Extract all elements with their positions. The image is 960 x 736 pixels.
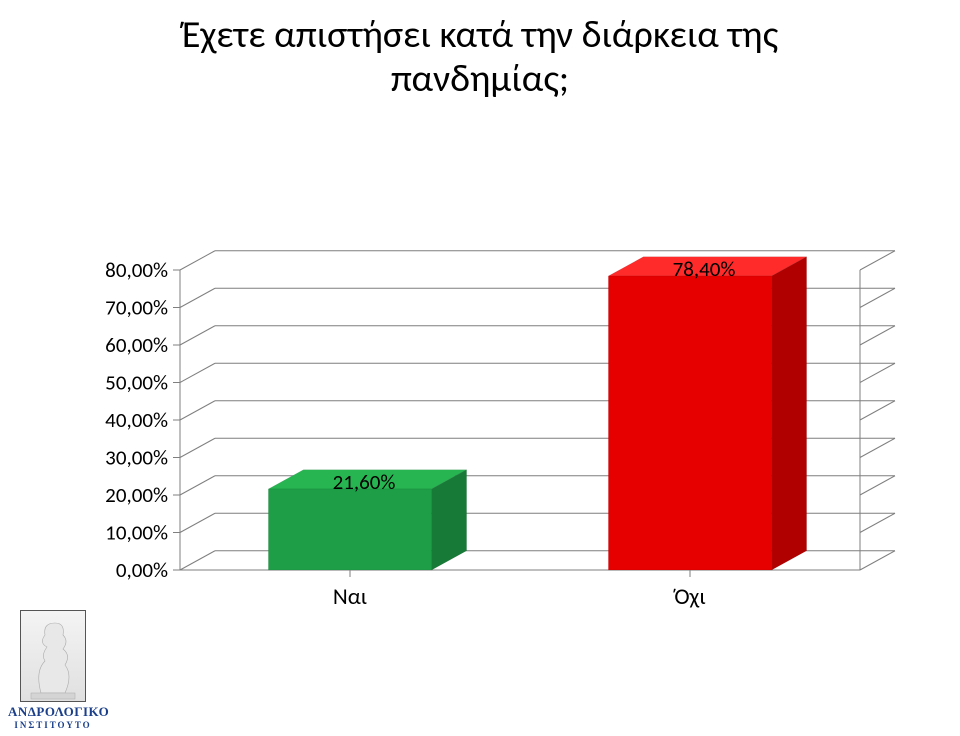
logo: ΑΝΔΡΟΛΟΓΙΚΟ ΙΝΣΤΙΤΟΥΤΟ	[8, 610, 98, 730]
svg-text:0,00%: 0,00%	[116, 557, 168, 583]
svg-text:30,00%: 30,00%	[105, 445, 168, 471]
svg-text:60,00%: 60,00%	[105, 332, 168, 358]
svg-text:50,00%: 50,00%	[105, 370, 168, 396]
chart-svg: 0,00% 10,00% 20,00% 30,00% 40,00% 50,00% 60,00…	[50, 150, 930, 650]
svg-text:78,40%: 78,40%	[673, 256, 736, 282]
svg-text:Όχι: Όχι	[672, 583, 705, 611]
svg-text:20,00%: 20,00%	[105, 482, 168, 508]
chart-title-line2: πανδημίας;	[0, 58, 960, 102]
svg-text:40,00%: 40,00%	[105, 407, 168, 433]
bar-chart-3d: 0,00% 10,00% 20,00% 30,00% 40,00% 50,00% 60,00…	[50, 150, 930, 650]
svg-text:80,00%: 80,00%	[105, 257, 168, 283]
logo-image	[20, 610, 86, 702]
svg-text:Ναι: Ναι	[333, 583, 367, 611]
svg-text:10,00%: 10,00%	[105, 520, 168, 546]
logo-text-line1: ΑΝΔΡΟΛΟΓΙΚΟ	[8, 704, 98, 720]
chart-title: Έχετε απιστήσει κατά την διάρκεια της πα…	[0, 0, 960, 101]
svg-text:70,00%: 70,00%	[105, 295, 168, 321]
logo-text-line2: ΙΝΣΤΙΤΟΥΤΟ	[8, 720, 98, 730]
chart-title-line1: Έχετε απιστήσει κατά την διάρκεια της	[0, 14, 960, 58]
svg-text:21,60%: 21,60%	[333, 469, 396, 495]
